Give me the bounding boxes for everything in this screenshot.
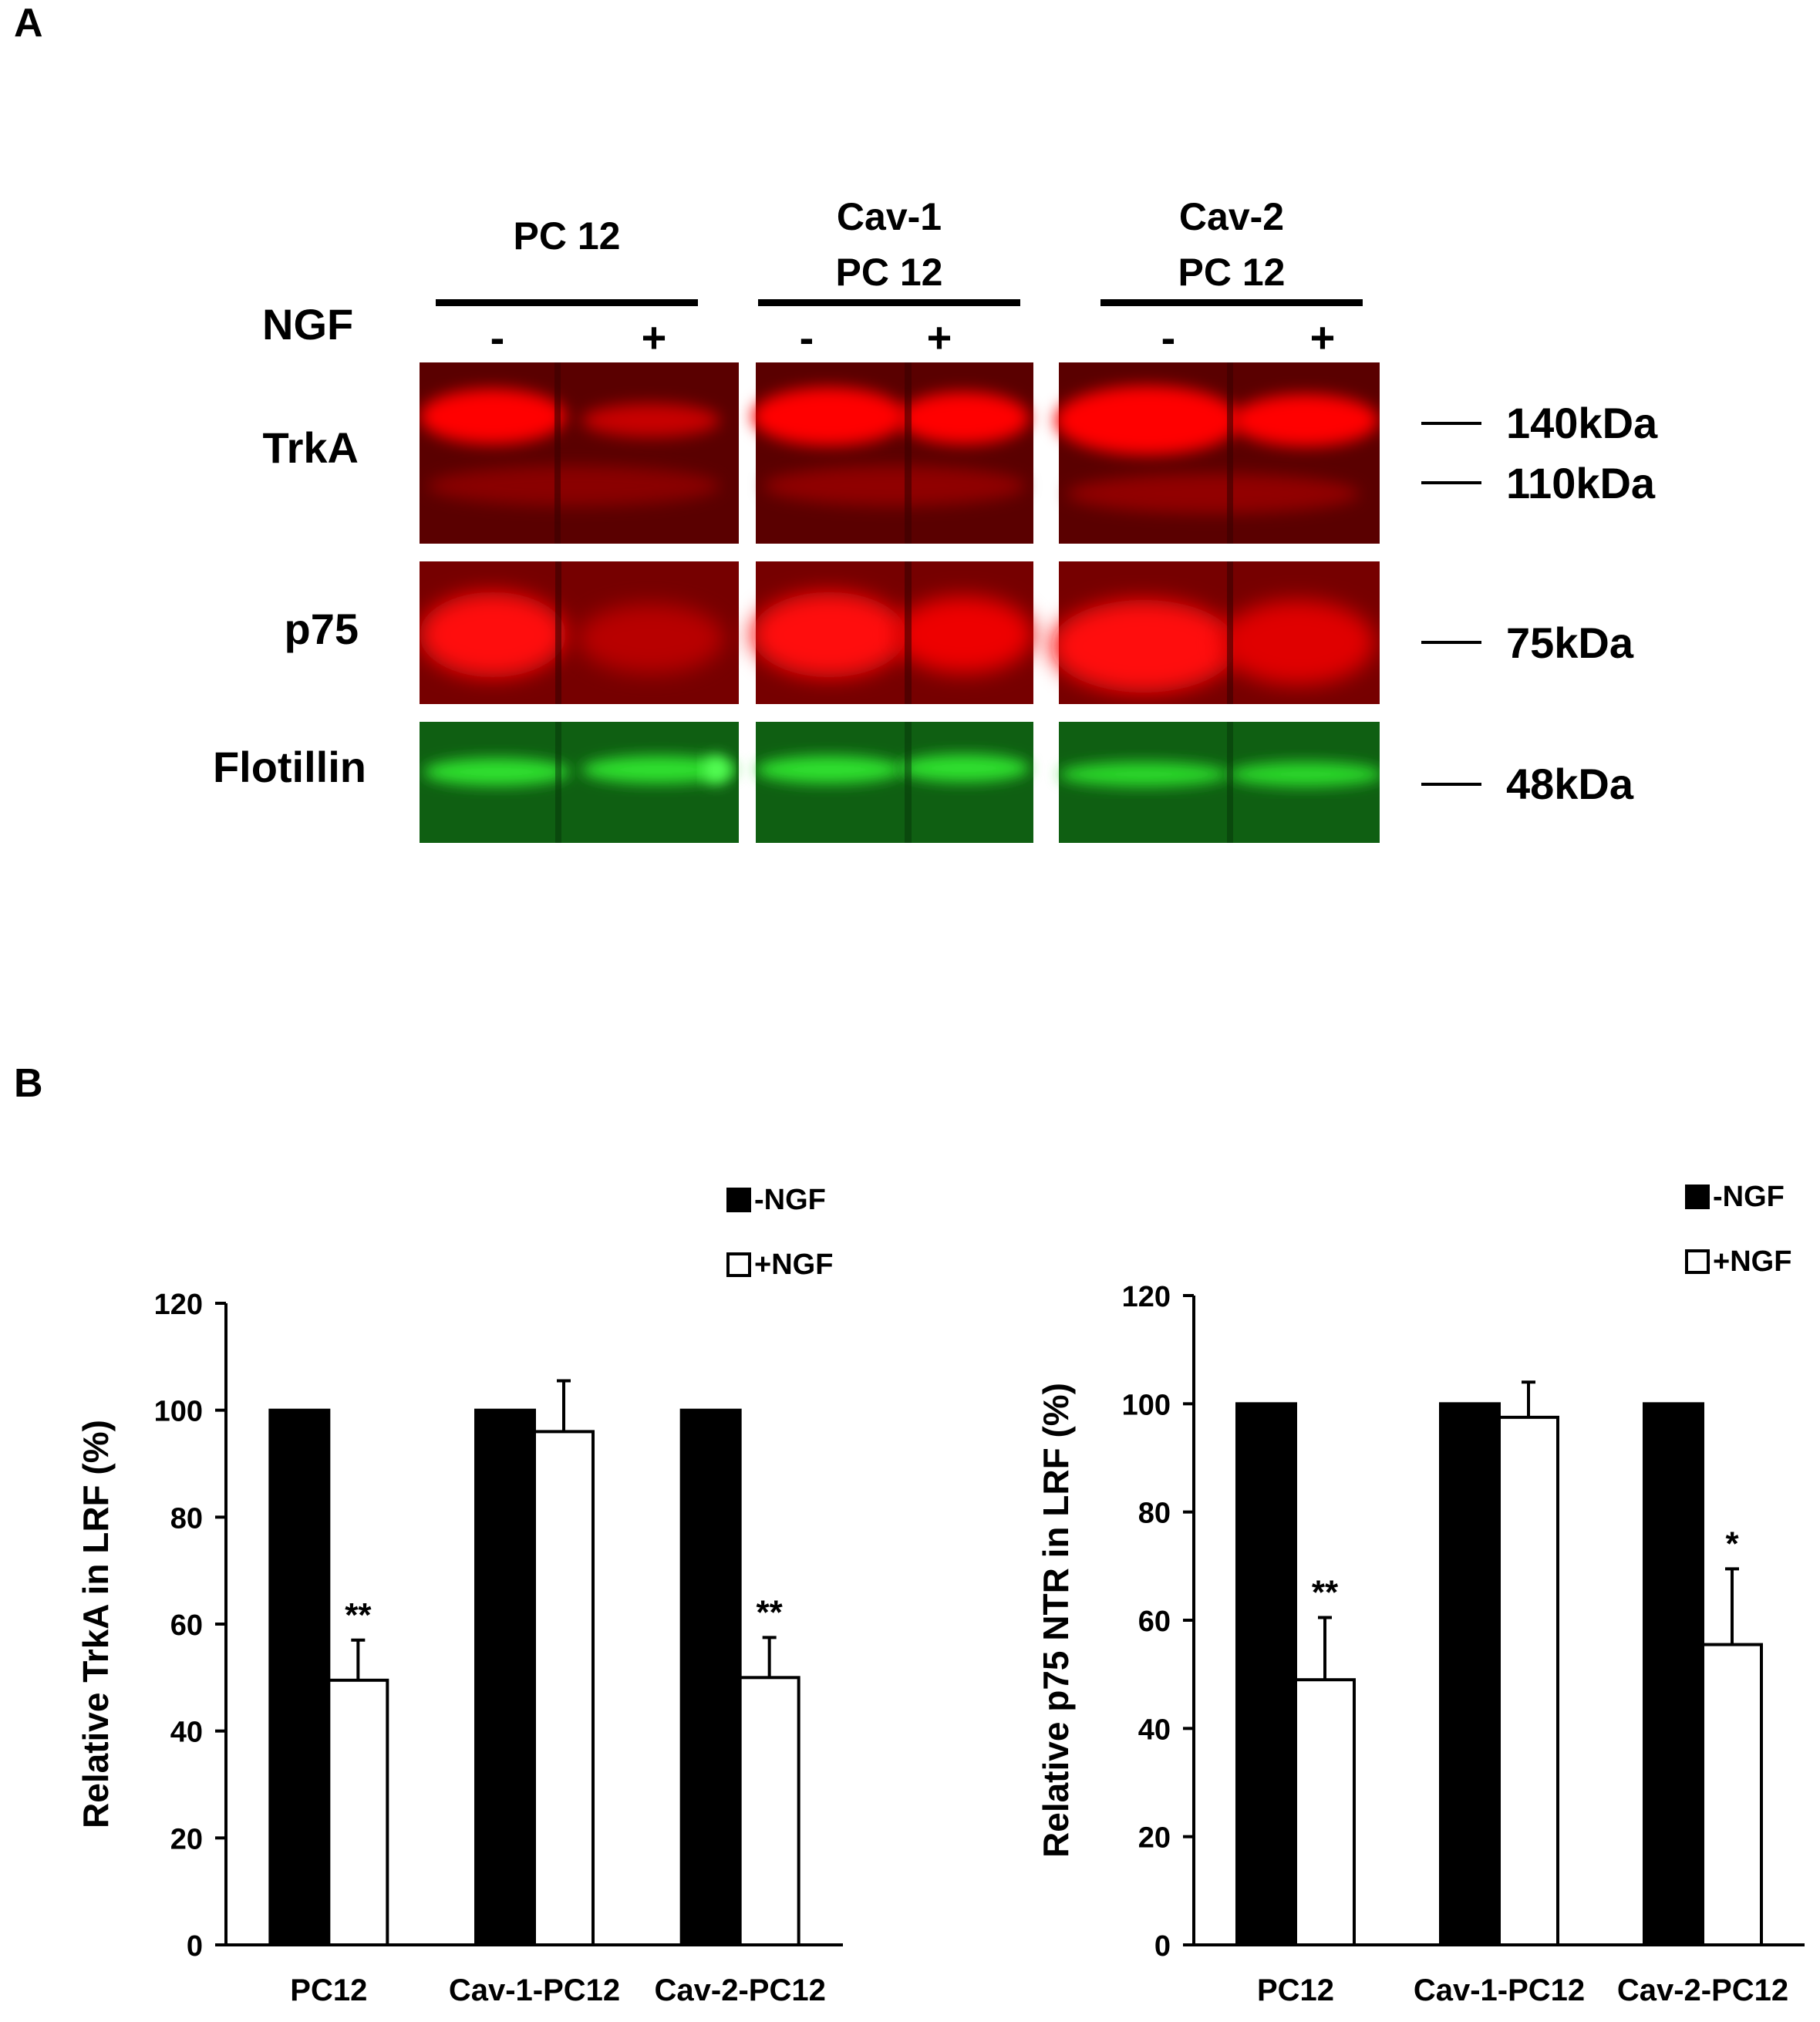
bar-plus-ngf (1294, 1678, 1356, 1947)
x-category-label: Cav-2-PC12 (655, 1973, 826, 2007)
trka-bar-chart: 0 20 40 60 80 100 120 Relative TrkA in LRF (%) *… (76, 1184, 843, 2007)
group-underline-cav2 (1100, 299, 1363, 306)
x-category-label: PC12 (290, 1973, 367, 2007)
blot-flotillin-cav1 (756, 722, 1033, 843)
significance-label: ** (345, 1596, 372, 1634)
y-tick-label: 60 (170, 1609, 203, 1642)
blot-trka-cav2 (1055, 362, 1380, 544)
y-tick-label: 0 (187, 1930, 203, 1963)
group-header-line2: PC 12 (1178, 251, 1286, 294)
bar-minus-ngf (1439, 1402, 1501, 1947)
significance-label: * (1725, 1525, 1739, 1562)
blot-flotillin-cav2 (1059, 722, 1380, 843)
group-header-cav1: Cav-1 PC 12 (758, 189, 1020, 300)
marker-label-140: 140kDa (1506, 399, 1658, 447)
x-category-label: PC12 (1257, 1973, 1334, 2007)
y-tick-label: 40 (1138, 1714, 1171, 1746)
group-header-cav2: Cav-2 PC 12 (1100, 189, 1363, 300)
bar-minus-ngf (474, 1408, 536, 1946)
x-category-label: Cav-2-PC12 (1617, 1973, 1788, 2007)
y-tick-label: 100 (1122, 1389, 1171, 1421)
y-tick-label: 40 (170, 1717, 203, 1749)
bar-minus-ngf (268, 1408, 331, 1946)
y-tick-label: 0 (1154, 1930, 1171, 1963)
bar-minus-ngf (1643, 1402, 1704, 1947)
bar-plus-ngf (1498, 1415, 1559, 1946)
lane-sign: - (490, 313, 505, 362)
legend-label: -NGF (1713, 1181, 1785, 1213)
blot-trka-cav1 (752, 362, 1033, 544)
blot-trka-pc12 (420, 362, 739, 544)
y-tick-label: 120 (1122, 1281, 1171, 1313)
group-underline-pc12 (436, 299, 698, 306)
marker-label-75: 75kDa (1506, 618, 1634, 667)
y-axis-label: Relative p75 NTR in LRF (%) (1036, 1383, 1076, 1858)
y-tick-label: 60 (1138, 1606, 1171, 1638)
bar-plus-ngf (738, 1676, 800, 1946)
blot-p75-cav1 (752, 561, 1033, 704)
x-category-label: Cav-1-PC12 (449, 1973, 620, 2007)
lane-sign: + (641, 313, 667, 362)
blot-p75-pc12 (420, 561, 739, 704)
marker-line-140 (1421, 422, 1481, 425)
marker-label-48: 48kDa (1506, 760, 1634, 808)
x-category-label: Cav-1-PC12 (1414, 1973, 1585, 2007)
y-tick-label: 100 (154, 1396, 203, 1428)
row-label-flotillin: Flotillin (212, 743, 366, 791)
group-header-line1: Cav-1 (836, 195, 942, 238)
bar-minus-ngf (679, 1408, 742, 1946)
bar-plus-ngf (327, 1678, 389, 1946)
blot-p75-cav2 (1051, 561, 1380, 704)
legend-swatch (726, 1252, 751, 1277)
marker-line-48 (1421, 783, 1481, 786)
group-header-pc12: PC 12 (436, 208, 698, 264)
legend-label: +NGF (1713, 1245, 1791, 1278)
y-tick-label: 80 (170, 1502, 203, 1535)
y-tick-label: 20 (1138, 1822, 1171, 1855)
lane-sign: + (1309, 313, 1336, 362)
y-tick-label: 80 (1138, 1498, 1171, 1530)
legend-swatch (1685, 1249, 1710, 1274)
blot-trka-row (420, 362, 1380, 544)
group-underline-cav1 (758, 299, 1020, 306)
y-tick-label: 120 (154, 1289, 203, 1321)
legend-swatch (1685, 1185, 1710, 1209)
bar-plus-ngf (1701, 1643, 1763, 1946)
panel-a-letter: A (14, 1, 43, 45)
significance-label: ** (757, 1593, 784, 1631)
group-header-line2: PC 12 (513, 214, 621, 258)
significance-label: ** (1312, 1573, 1339, 1611)
legend-swatch (726, 1188, 751, 1212)
y-tick-label: 20 (170, 1823, 203, 1855)
bar-minus-ngf (1235, 1402, 1297, 1947)
marker-line-75 (1421, 641, 1481, 644)
marker-label-110: 110kDa (1506, 459, 1656, 507)
lane-sign: + (926, 313, 952, 362)
blot-flotillin-row (420, 722, 1380, 843)
legend-label: -NGF (754, 1184, 826, 1216)
legend-label: +NGF (754, 1249, 833, 1281)
blot-p75-row (420, 561, 1380, 704)
panel-b-letter: B (14, 1061, 43, 1106)
lane-sign: - (799, 313, 814, 362)
ngf-treatment-label: NGF (262, 300, 354, 349)
marker-line-110 (1421, 481, 1481, 484)
bar-plus-ngf (533, 1430, 595, 1946)
row-label-p75: p75 (284, 605, 359, 653)
p75-bar-chart: 0 20 40 60 80 100 120 Relative p75 NTR in LRF (… (1036, 1181, 1805, 2007)
blot-flotillin-pc12 (420, 722, 739, 843)
row-label-trka: TrkA (262, 423, 359, 472)
lane-sign: - (1161, 313, 1176, 362)
y-axis-label: Relative TrkA in LRF (%) (76, 1420, 116, 1828)
group-header-line2: PC 12 (835, 251, 943, 294)
group-header-line1: Cav-2 (1178, 195, 1285, 238)
